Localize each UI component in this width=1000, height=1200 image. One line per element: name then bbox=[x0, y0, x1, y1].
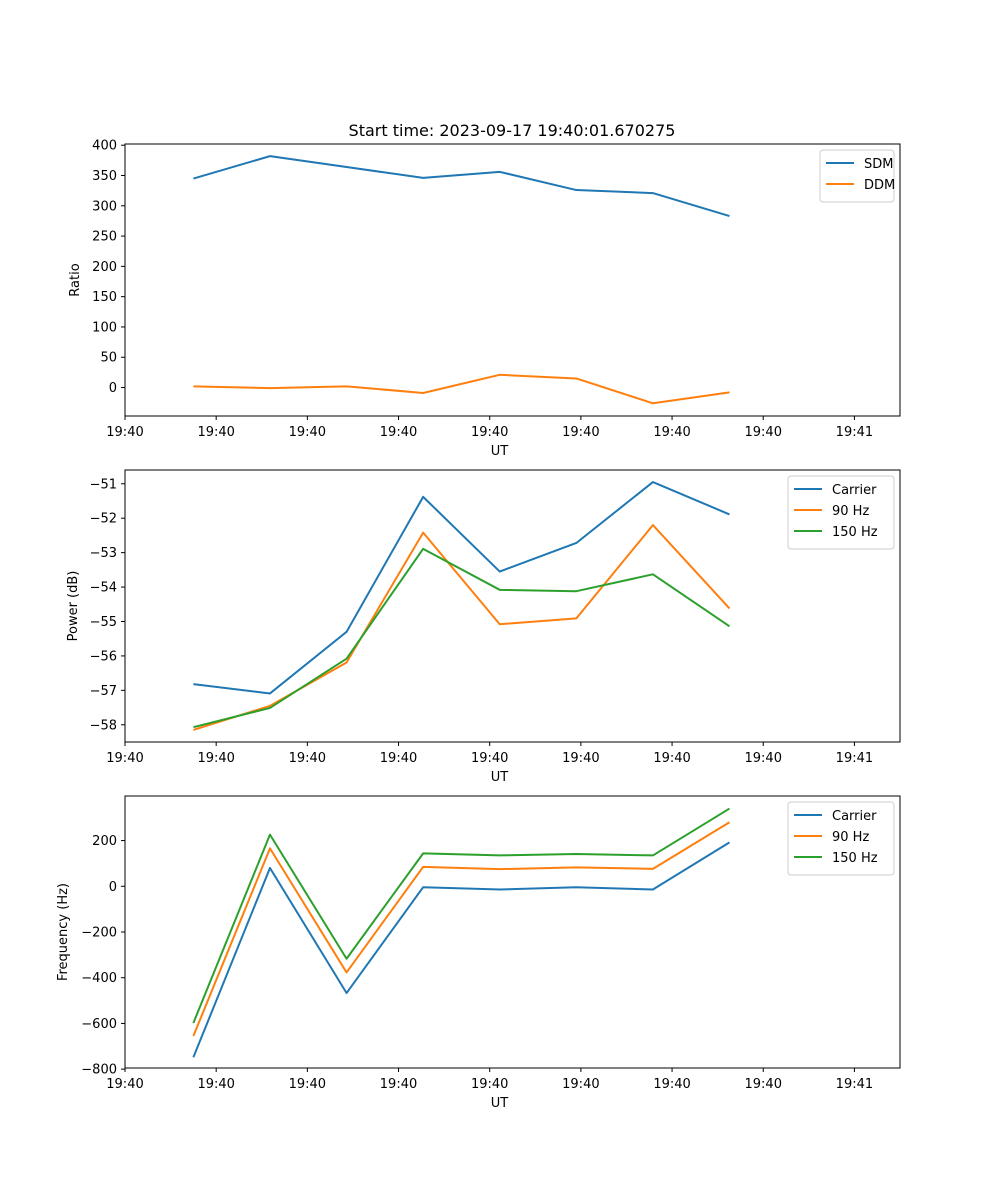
x-tick-label: 19:41 bbox=[836, 751, 873, 766]
y-tick-label: −57 bbox=[90, 684, 117, 699]
figure-title: Start time: 2023-09-17 19:40:01.670275 bbox=[349, 121, 676, 140]
y-tick-label: 300 bbox=[92, 199, 117, 214]
x-tick-label: 19:41 bbox=[836, 1077, 873, 1092]
x-tick-label: 19:40 bbox=[562, 1077, 599, 1092]
x-tick-label: 19:40 bbox=[562, 425, 599, 440]
x-axis-label: UT bbox=[491, 444, 509, 459]
axes-frame bbox=[124, 469, 901, 743]
x-tick-label: 19:41 bbox=[836, 425, 873, 440]
y-tick-label: 0 bbox=[109, 381, 117, 396]
legend: SDM DDM bbox=[819, 149, 895, 203]
y-tick-label: −55 bbox=[90, 615, 117, 630]
y-tick-label: 200 bbox=[92, 260, 117, 275]
y-tick-label: −400 bbox=[81, 971, 117, 986]
y-tick-label: −52 bbox=[90, 512, 117, 527]
x-tick-label: 19:40 bbox=[653, 1077, 690, 1092]
y-tick-label: −56 bbox=[90, 649, 117, 664]
x-tick-label: 19:40 bbox=[197, 751, 234, 766]
y-tick-label: 0 bbox=[109, 880, 117, 895]
y-tick-label: −200 bbox=[81, 926, 117, 941]
series-line-sdm bbox=[193, 155, 730, 218]
series-line-carrier bbox=[193, 481, 730, 695]
x-tick-label: 19:40 bbox=[653, 425, 690, 440]
y-tick-label: 250 bbox=[92, 230, 117, 245]
legend-label: DDM bbox=[864, 178, 895, 193]
y-tick-label: −54 bbox=[90, 581, 117, 596]
series-line-90-hz bbox=[192, 821, 731, 1037]
x-tick-label: 19:40 bbox=[653, 751, 690, 766]
x-tick-label: 19:40 bbox=[380, 425, 417, 440]
chart-panel-1: 19:40 19:40 19:40 19:40 19:40 19:40 19:40 19:40… bbox=[68, 139, 901, 459]
y-tick-label: 100 bbox=[92, 320, 117, 335]
x-tick-label: 19:40 bbox=[197, 1077, 234, 1092]
chart-panel-2: 19:40 19:40 19:40 19:40 19:40 19:40 19:40 19:40… bbox=[66, 469, 901, 785]
x-tick-label: 19:40 bbox=[562, 751, 599, 766]
y-tick-label: −800 bbox=[81, 1063, 117, 1078]
y-tick-label: 350 bbox=[92, 169, 117, 184]
legend-label: 150 Hz bbox=[832, 525, 878, 540]
x-tick-label: 19:40 bbox=[106, 751, 143, 766]
series-line-150-hz bbox=[193, 547, 731, 729]
y-tick-label: −53 bbox=[90, 546, 117, 561]
x-tick-label: 19:40 bbox=[745, 1077, 782, 1092]
x-tick-label: 19:40 bbox=[289, 751, 326, 766]
y-tick-label: 200 bbox=[92, 834, 117, 849]
x-tick-label: 19:40 bbox=[289, 1077, 326, 1092]
series-line-ddm bbox=[193, 373, 730, 405]
x-tick-label: 19:40 bbox=[745, 751, 782, 766]
y-tick-label: −51 bbox=[90, 477, 117, 492]
y-tick-label: 150 bbox=[92, 290, 117, 305]
x-tick-label: 19:40 bbox=[380, 1077, 417, 1092]
x-tick-label: 19:40 bbox=[289, 425, 326, 440]
legend-label: Carrier bbox=[832, 483, 877, 498]
x-tick-label: 19:40 bbox=[106, 1077, 143, 1092]
x-tick-label: 19:40 bbox=[106, 425, 143, 440]
series-line-carrier bbox=[192, 841, 731, 1058]
y-axis-label: Power (dB) bbox=[66, 571, 81, 642]
panels: 19:40 19:40 19:40 19:40 19:40 19:40 19:40 19:40… bbox=[56, 139, 901, 1111]
x-tick-label: 19:40 bbox=[197, 425, 234, 440]
y-axis-label: Frequency (Hz) bbox=[56, 883, 71, 981]
x-axis-label: UT bbox=[491, 1096, 509, 1111]
x-tick-label: 19:40 bbox=[471, 1077, 508, 1092]
y-tick-label: −58 bbox=[90, 718, 117, 733]
x-tick-label: 19:40 bbox=[471, 751, 508, 766]
axes-frame bbox=[124, 143, 901, 417]
series-line-150-hz bbox=[192, 807, 731, 1024]
y-tick-label: −600 bbox=[81, 1017, 117, 1032]
y-tick-label: 400 bbox=[92, 139, 117, 154]
y-tick-label: 50 bbox=[100, 351, 117, 366]
legend-label: 90 Hz bbox=[832, 830, 869, 845]
y-axis-label: Ratio bbox=[68, 263, 83, 296]
x-tick-label: 19:40 bbox=[380, 751, 417, 766]
legend: Carrier 90 Hz 150 Hz bbox=[787, 475, 895, 550]
legend: Carrier 90 Hz 150 Hz bbox=[787, 801, 895, 876]
legend-label: 90 Hz bbox=[832, 504, 869, 519]
legend-label: SDM bbox=[864, 157, 893, 172]
legend-label: Carrier bbox=[832, 809, 877, 824]
legend-label: 150 Hz bbox=[832, 851, 878, 866]
x-axis-label: UT bbox=[491, 770, 509, 785]
x-tick-label: 19:40 bbox=[471, 425, 508, 440]
x-tick-label: 19:40 bbox=[745, 425, 782, 440]
chart-panel-3: 19:40 19:40 19:40 19:40 19:40 19:40 19:40 19:40… bbox=[56, 795, 901, 1111]
